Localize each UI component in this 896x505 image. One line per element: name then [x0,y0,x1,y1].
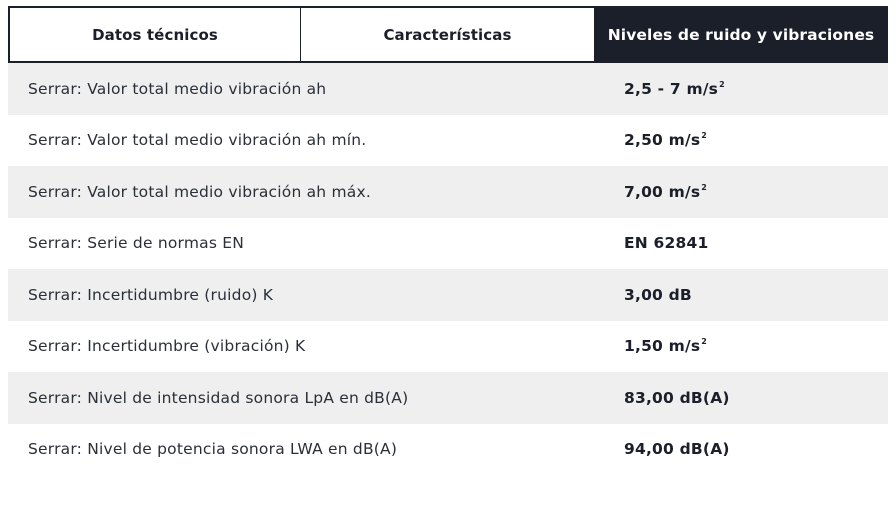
table-row: Serrar: Serie de normas EN EN 62841 [8,218,888,270]
row-value: 7,00 m/s2 [624,182,708,201]
spec-table: Serrar: Valor total medio vibración ah 2… [8,63,888,475]
tab-caracteristicas[interactable]: Características [301,6,594,63]
row-value: 94,00 dB(A) [624,440,730,459]
table-row: Serrar: Incertidumbre (vibración) K 1,50… [8,321,888,373]
tab-bar: Datos técnicos Características Niveles d… [8,6,888,63]
row-label: Serrar: Nivel de potencia sonora LWA en … [28,440,398,459]
table-row: Serrar: Nivel de potencia sonora LWA en … [8,424,888,476]
row-label: Serrar: Valor total medio vibración ah m… [28,182,371,201]
tab-datos-tecnicos[interactable]: Datos técnicos [8,6,301,63]
row-value: 1,50 m/s2 [624,337,708,356]
table-row: Serrar: Valor total medio vibración ah m… [8,115,888,167]
row-label: Serrar: Serie de normas EN [28,234,245,253]
tab-niveles-ruido-vibraciones[interactable]: Niveles de ruido y vibraciones [594,6,888,63]
table-row: Serrar: Valor total medio vibración ah 2… [8,63,888,115]
row-label: Serrar: Incertidumbre (vibración) K [28,337,306,356]
row-value: EN 62841 [624,234,709,253]
table-row: Serrar: Valor total medio vibración ah m… [8,166,888,218]
row-value: 3,00 dB [624,285,692,304]
noise-vibration-panel: Datos técnicos Características Niveles d… [8,6,888,475]
row-label: Serrar: Valor total medio vibración ah m… [28,131,367,150]
row-value: 2,50 m/s2 [624,131,708,150]
row-label: Serrar: Valor total medio vibración ah [28,79,327,98]
row-value: 2,5 - 7 m/s2 [624,79,725,98]
table-row: Serrar: Incertidumbre (ruido) K 3,00 dB [8,269,888,321]
row-label: Serrar: Incertidumbre (ruido) K [28,285,274,304]
row-label: Serrar: Nivel de intensidad sonora LpA e… [28,388,409,407]
row-value: 83,00 dB(A) [624,388,730,407]
table-row: Serrar: Nivel de intensidad sonora LpA e… [8,372,888,424]
